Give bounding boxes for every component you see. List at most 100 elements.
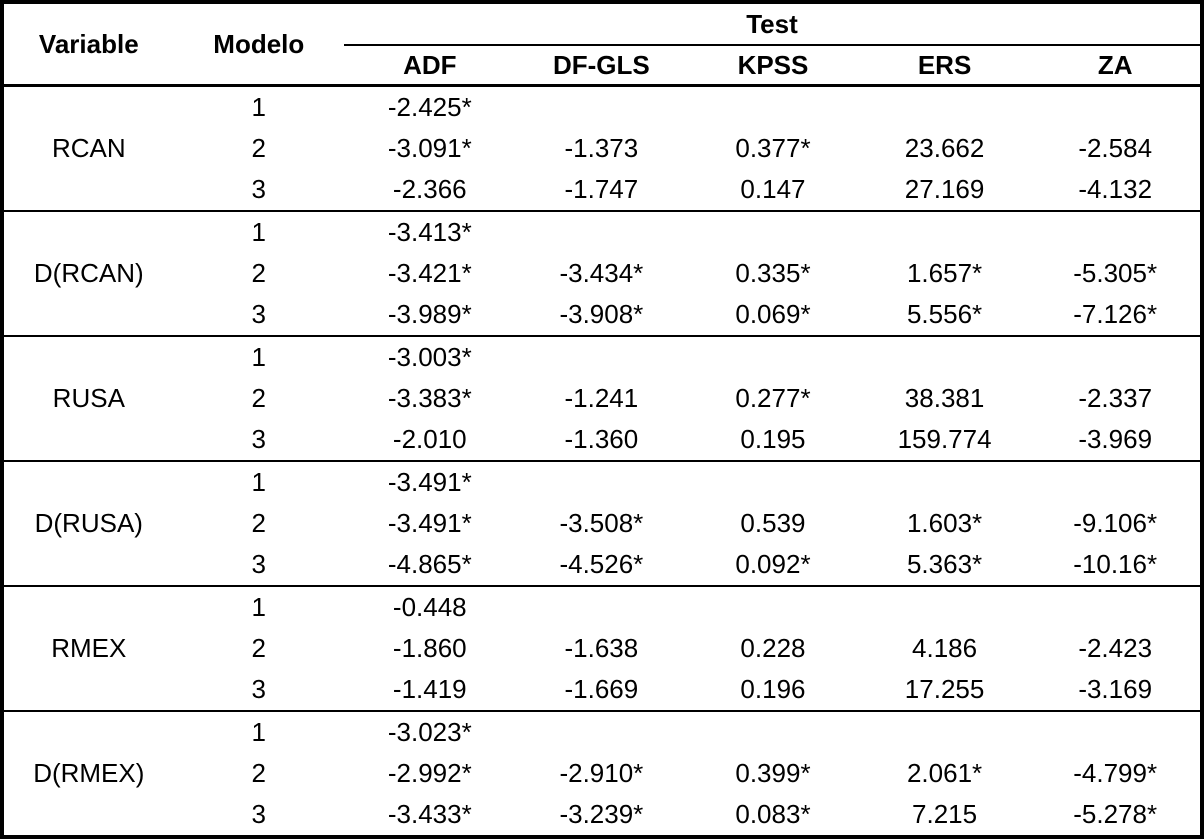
za-cell: -3.169 (1078, 674, 1153, 704)
ers-cell: 1.657* (906, 258, 983, 288)
adf-cell: -1.860 (392, 633, 467, 663)
table-row: D(RUSA) 1 -3.491* (2, 461, 1202, 538)
variable-cell: RUSA (52, 383, 125, 413)
za-cell: -7.126* (1073, 299, 1158, 329)
ers-cell: 7.215 (912, 799, 978, 829)
kpss-cell (687, 586, 859, 628)
header-test-za: ZA (1097, 49, 1133, 80)
za-cell: -4.799* (1073, 758, 1158, 788)
ers-cell: 5.556* (906, 299, 983, 329)
table-row: RCAN 1 -2.425* (2, 86, 1202, 163)
header-test-group: Test (343, 2, 1202, 46)
ers-cell: 5.363* (906, 549, 983, 579)
variable-cell: RMEX (51, 633, 127, 663)
dfgls-cell: -1.360 (564, 424, 639, 454)
table-row: 3 -2.010 -1.360 0.195 159.774 -3.969 (2, 419, 1202, 461)
dfgls-cell: -1.241 (564, 383, 639, 413)
variable-cell: D(RCAN) (33, 258, 144, 288)
variable-cell: RCAN (51, 133, 126, 163)
za-cell (1030, 586, 1202, 628)
kpss-cell (687, 461, 859, 503)
group-d-rusa: D(RUSA) 1 -3.491* 2 -3.491* -3.508* 0.53… (2, 461, 1202, 586)
za-cell: -4.132 (1078, 174, 1153, 204)
adf-cell: -3.491* (387, 508, 472, 538)
dfgls-cell: -1.373 (564, 133, 639, 163)
za-cell (1030, 336, 1202, 378)
za-cell (1030, 86, 1202, 129)
adf-cell: -3.433* (387, 799, 472, 829)
kpss-cell (687, 711, 859, 753)
adf-cell: -3.003* (387, 342, 472, 372)
kpss-cell: 0.539 (740, 508, 806, 538)
variable-cell: D(RMEX) (33, 758, 145, 788)
za-cell (1030, 461, 1202, 503)
ers-cell: 159.774 (897, 424, 992, 454)
header-test-ers: ERS (917, 49, 972, 80)
adf-cell: -3.091* (387, 133, 472, 163)
dfgls-cell (516, 86, 688, 129)
ers-cell: 17.255 (904, 674, 985, 704)
adf-cell: -3.383* (387, 383, 472, 413)
adf-cell: -2.366 (392, 174, 467, 204)
table-row: D(RCAN) 1 -3.413* (2, 211, 1202, 288)
kpss-cell (687, 336, 859, 378)
modelo-cell: 3 (251, 299, 267, 329)
adf-cell: -0.448 (392, 592, 467, 622)
dfgls-cell (516, 586, 688, 628)
header-test-kpss: KPSS (737, 49, 809, 80)
kpss-cell: 0.399* (735, 758, 811, 788)
kpss-cell: 0.092* (735, 549, 811, 579)
za-cell: -5.278* (1073, 799, 1158, 829)
table-row: 2 -2.992* -2.910* 0.399* 2.061* -4.799* (2, 753, 1202, 794)
dfgls-cell (516, 336, 688, 378)
dfgls-cell: -1.669 (564, 674, 639, 704)
header-test-dfgls: DF-GLS (552, 49, 650, 80)
kpss-cell: 0.069* (735, 299, 811, 329)
modelo-cell: 1 (251, 717, 267, 747)
modelo-cell: 1 (251, 592, 267, 622)
za-cell: -10.16* (1073, 549, 1158, 579)
group-d-rcan: D(RCAN) 1 -3.413* 2 -3.421* -3.434* 0.33… (2, 211, 1202, 336)
za-cell: -2.584 (1078, 133, 1153, 163)
dfgls-cell: -3.434* (559, 258, 644, 288)
ers-cell (859, 461, 1031, 503)
adf-cell: -3.989* (387, 299, 472, 329)
ers-cell: 23.662 (904, 133, 985, 163)
adf-cell: -1.419 (392, 674, 467, 704)
za-cell (1030, 711, 1202, 753)
group-rmex: RMEX 1 -0.448 2 -1.860 -1.638 0.228 4.18… (2, 586, 1202, 711)
adf-cell: -3.491* (387, 467, 472, 497)
modelo-cell: 3 (251, 799, 267, 829)
ers-cell (859, 336, 1031, 378)
header-modelo: Modelo (213, 28, 305, 59)
modelo-cell: 2 (251, 383, 267, 413)
dfgls-cell: -1.638 (564, 633, 639, 663)
dfgls-cell: -2.910* (559, 758, 644, 788)
group-rcan: RCAN 1 -2.425* 2 -3.091* -1.373 0.377* 2… (2, 85, 1202, 212)
modelo-cell: 3 (251, 549, 267, 579)
ers-cell (859, 586, 1031, 628)
header-variable: Variable (38, 28, 139, 59)
table-row: 2 -3.091* -1.373 0.377* 23.662 -2.584 (2, 128, 1202, 169)
kpss-cell: 0.277* (735, 383, 811, 413)
modelo-cell: 2 (251, 633, 267, 663)
table-header: Variable Modelo Test ADF DF-GLS KPSS ERS… (2, 2, 1202, 86)
table-row: 2 -3.421* -3.434* 0.335* 1.657* -5.305* (2, 253, 1202, 294)
dfgls-cell (516, 461, 688, 503)
modelo-cell: 1 (251, 467, 267, 497)
adf-cell: -3.421* (387, 258, 472, 288)
adf-cell: -3.023* (387, 717, 472, 747)
kpss-cell (687, 211, 859, 253)
adf-cell: -2.010 (392, 424, 467, 454)
za-cell: -2.423 (1078, 633, 1153, 663)
group-rusa: RUSA 1 -3.003* 2 -3.383* -1.241 0.277* 3… (2, 336, 1202, 461)
modelo-cell: 1 (251, 217, 267, 247)
table-row: 3 -2.366 -1.747 0.147 27.169 -4.132 (2, 169, 1202, 211)
kpss-cell: 0.335* (735, 258, 811, 288)
table-row: D(RMEX) 1 -3.023* (2, 711, 1202, 788)
variable-cell: D(RUSA) (34, 508, 143, 538)
table-row: 3 -1.419 -1.669 0.196 17.255 -3.169 (2, 669, 1202, 711)
table-row: RUSA 1 -3.003* (2, 336, 1202, 413)
modelo-cell: 2 (251, 508, 267, 538)
modelo-cell: 3 (251, 424, 267, 454)
